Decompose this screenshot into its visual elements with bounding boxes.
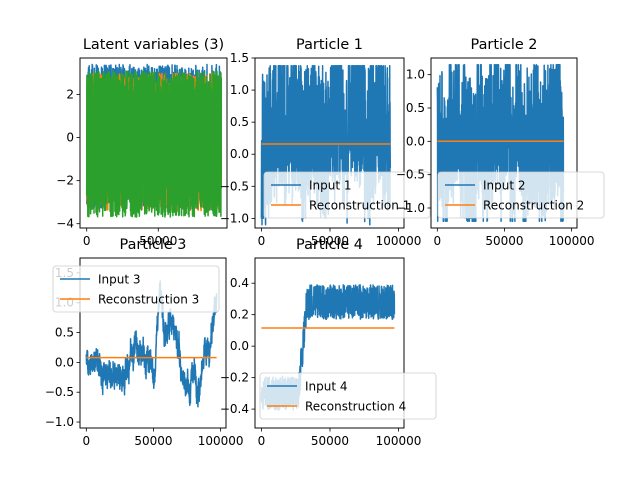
legend: Input 4 Reconstruction 4 bbox=[259, 372, 437, 420]
plot-border bbox=[79, 57, 228, 229]
subplot-2: 0 50000 100000 1.5 1.0 0.5 0.0 −0.5 −1.0 Particle… bbox=[220, 37, 431, 248]
y-tick-label: −0.5 bbox=[396, 168, 425, 182]
legend-label: Reconstruction 1 bbox=[309, 199, 410, 213]
legend-frame bbox=[263, 171, 431, 219]
chart-title: Particle 2 bbox=[471, 37, 538, 53]
y-tick-label: 0 bbox=[66, 131, 74, 145]
subplot-1: 0 50000 2 0 −2 −4 Latent variables (3) bbox=[56, 37, 228, 248]
chart-title: Particle 1 bbox=[296, 37, 363, 53]
y-tick-label: 1.5 bbox=[230, 51, 249, 65]
chart-title: Particle 4 bbox=[296, 237, 363, 253]
x-tick-label: 100000 bbox=[549, 234, 595, 248]
legend: Input 3 Reconstruction 3 bbox=[52, 265, 220, 313]
plot-area bbox=[85, 63, 223, 218]
y-tick-label: 0.0 bbox=[230, 147, 249, 161]
plot-border bbox=[430, 57, 578, 229]
y-tick-label: 0.0 bbox=[406, 134, 425, 148]
y-tick-label: −1.0 bbox=[45, 415, 74, 429]
subplot-4: 0500001000001.51.00.50.0−0.5−1.0Particle… bbox=[45, 237, 244, 448]
chart-title: Latent variables (3) bbox=[83, 37, 224, 53]
y-tick-label: 0.5 bbox=[55, 326, 74, 340]
x-tick-label: 0 bbox=[258, 234, 266, 248]
legend-frame bbox=[52, 265, 220, 313]
legend-label: Input 3 bbox=[98, 273, 141, 287]
y-tick-label: −1.0 bbox=[220, 211, 249, 225]
y-tick-label: 0.0 bbox=[55, 355, 74, 369]
plot-border bbox=[254, 257, 405, 429]
y-tick-label: −0.4 bbox=[220, 402, 249, 416]
legend-frame bbox=[259, 372, 437, 420]
y-tick-label: −0.5 bbox=[220, 179, 249, 193]
plot-border bbox=[254, 57, 405, 229]
legend: Input 1 Reconstruction 1 bbox=[263, 171, 431, 219]
x-tick-label: 100000 bbox=[198, 434, 244, 448]
legend-label: Input 2 bbox=[483, 179, 526, 193]
y-tick-label: 0.2 bbox=[230, 308, 249, 322]
y-tick-label: 0.0 bbox=[230, 339, 249, 353]
subplot-3: 0 50000 100000 1.0 0.5 0.0 −0.5 −1.0 Particle 2 I… bbox=[396, 37, 605, 248]
legend: Input 2 Reconstruction 2 bbox=[437, 171, 605, 219]
x-tick-label: 0 bbox=[83, 234, 91, 248]
y-tick-label: 2 bbox=[66, 88, 74, 102]
y-tick-label: −0.2 bbox=[220, 371, 249, 385]
subplot-5: 0 50000 100000 0.4 0.2 0.0 −0.2 −0.4 Particle 4 I… bbox=[220, 237, 437, 448]
x-tick-label: 0 bbox=[82, 434, 90, 448]
x-tick-label: 50000 bbox=[134, 434, 172, 448]
plot-area bbox=[85, 280, 218, 408]
chart-title: Particle 3 bbox=[120, 237, 187, 253]
x-tick-label: 50000 bbox=[311, 234, 349, 248]
legend-label: Input 4 bbox=[305, 380, 348, 394]
x-tick-label: 100000 bbox=[376, 234, 422, 248]
y-tick-label: −4 bbox=[56, 217, 74, 231]
y-tick-label: 1.0 bbox=[230, 83, 249, 97]
y-tick-label: −2 bbox=[56, 174, 74, 188]
y-tick-label: −1.0 bbox=[396, 201, 425, 215]
x-tick-label: 50000 bbox=[139, 234, 177, 248]
y-tick-label: 0.5 bbox=[406, 101, 425, 115]
legend-label: Input 1 bbox=[309, 179, 352, 193]
plot-border bbox=[79, 257, 227, 429]
y-tick-label: 0.5 bbox=[230, 115, 249, 129]
y-tick-label: −0.5 bbox=[45, 385, 74, 399]
x-tick-label: 50000 bbox=[311, 434, 349, 448]
x-tick-label: 0 bbox=[433, 234, 441, 248]
legend-frame bbox=[437, 171, 605, 219]
x-tick-label: 100000 bbox=[376, 434, 422, 448]
y-tick-label: 1.0 bbox=[406, 68, 425, 82]
series-line-3 bbox=[85, 70, 223, 218]
legend-label: Reconstruction 3 bbox=[98, 293, 199, 307]
x-tick-label: 0 bbox=[258, 434, 266, 448]
legend-label: Reconstruction 2 bbox=[483, 199, 584, 213]
x-tick-label: 50000 bbox=[485, 234, 523, 248]
legend-label: Reconstruction 4 bbox=[305, 400, 406, 414]
y-tick-label: 0.4 bbox=[230, 276, 249, 290]
